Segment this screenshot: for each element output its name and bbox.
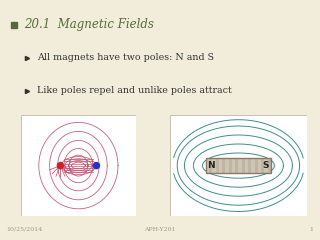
Text: 20.1  Magnetic Fields: 20.1 Magnetic Fields bbox=[24, 18, 154, 31]
Bar bbox=[212, 158, 216, 173]
Bar bbox=[252, 158, 255, 173]
Bar bbox=[245, 158, 248, 173]
Bar bbox=[232, 158, 235, 173]
Text: 10/25/2014: 10/25/2014 bbox=[6, 227, 43, 232]
Bar bbox=[225, 158, 229, 173]
Bar bbox=[268, 158, 271, 173]
Text: All magnets have two poles: N and S: All magnets have two poles: N and S bbox=[37, 53, 214, 62]
Bar bbox=[209, 158, 212, 173]
Text: APH-Y201: APH-Y201 bbox=[144, 227, 176, 232]
Circle shape bbox=[93, 162, 100, 169]
Bar bbox=[248, 158, 252, 173]
Circle shape bbox=[57, 162, 63, 169]
Text: S: S bbox=[262, 161, 269, 170]
Bar bbox=[229, 158, 232, 173]
Text: Like poles repel and unlike poles attract: Like poles repel and unlike poles attrac… bbox=[37, 86, 232, 96]
Bar bbox=[216, 158, 219, 173]
Bar bbox=[206, 158, 209, 173]
Text: N: N bbox=[207, 161, 215, 170]
Bar bbox=[238, 158, 242, 173]
Bar bbox=[219, 158, 222, 173]
Bar bbox=[255, 158, 258, 173]
Bar bbox=[264, 158, 268, 173]
Text: 1: 1 bbox=[310, 227, 314, 232]
Bar bbox=[222, 158, 225, 173]
Bar bbox=[235, 158, 238, 173]
Bar bbox=[206, 158, 271, 173]
Bar bbox=[261, 158, 264, 173]
Bar bbox=[242, 158, 245, 173]
Bar bbox=[258, 158, 261, 173]
